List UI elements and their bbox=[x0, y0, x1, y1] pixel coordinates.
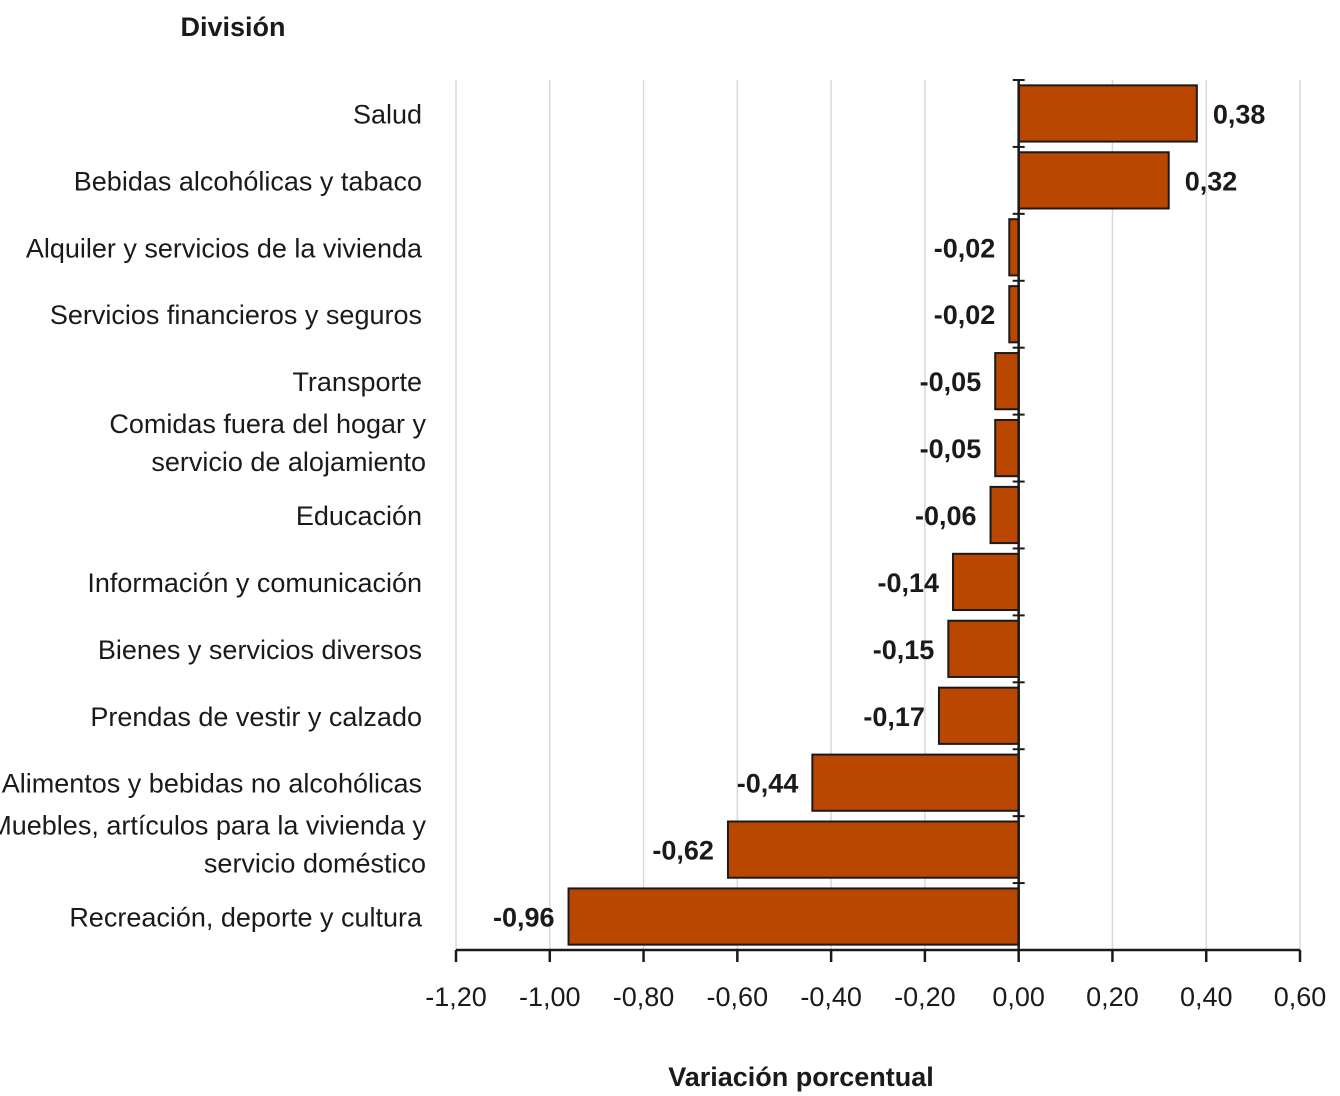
bar bbox=[1009, 286, 1018, 342]
x-tick-label: -0,20 bbox=[894, 982, 956, 1012]
value-label: 0,32 bbox=[1185, 166, 1238, 196]
bar bbox=[995, 353, 1018, 409]
bar bbox=[991, 487, 1019, 543]
value-label: -0,06 bbox=[915, 501, 977, 531]
x-axis-title: Variación porcentual bbox=[668, 1062, 934, 1092]
x-tick-label: -0,80 bbox=[613, 982, 675, 1012]
value-label: -0,17 bbox=[863, 702, 925, 732]
bar bbox=[1019, 85, 1197, 141]
value-label: -0,96 bbox=[493, 903, 555, 933]
bar bbox=[995, 420, 1018, 476]
y-axis-title: División bbox=[180, 12, 285, 42]
category-label: Transporte bbox=[292, 367, 422, 397]
x-tick-label: -1,00 bbox=[519, 982, 581, 1012]
value-label: 0,38 bbox=[1213, 99, 1266, 129]
bar bbox=[569, 888, 1019, 944]
category-label: Muebles, artículos para la vivienda y ser… bbox=[0, 811, 426, 879]
bar bbox=[953, 554, 1019, 610]
bar bbox=[1019, 152, 1169, 208]
category-label: Bebidas alcohólicas y tabaco bbox=[74, 166, 422, 196]
category-label: Servicios financieros y seguros bbox=[50, 300, 422, 330]
value-label: -0,02 bbox=[934, 233, 996, 263]
category-label: Salud bbox=[353, 99, 422, 129]
value-label: -0,02 bbox=[934, 300, 996, 330]
bar bbox=[948, 621, 1018, 677]
value-label: -0,62 bbox=[652, 836, 714, 866]
value-label: -0,15 bbox=[873, 635, 935, 665]
labels: 0,38 Salud 0,32 Bebidas alcohólicas y tabac… bbox=[0, 99, 1326, 1012]
bars bbox=[569, 85, 1197, 944]
category-label: Recreación, deporte y cultura bbox=[69, 903, 423, 933]
category-label: Información y comunicación bbox=[87, 568, 422, 598]
value-label: -0,05 bbox=[920, 367, 982, 397]
value-label: -0,05 bbox=[920, 434, 982, 464]
x-tick-label: 0,00 bbox=[992, 982, 1045, 1012]
category-label: Educación bbox=[296, 501, 422, 531]
x-tick-label: 0,60 bbox=[1274, 982, 1327, 1012]
category-label: Alquiler y servicios de la vivienda bbox=[26, 233, 423, 263]
x-tick-label: -1,20 bbox=[425, 982, 487, 1012]
x-tick-label: -0,40 bbox=[800, 982, 862, 1012]
x-tick-label: -0,60 bbox=[707, 982, 769, 1012]
bar bbox=[1009, 219, 1018, 275]
x-tick-label: 0,20 bbox=[1086, 982, 1139, 1012]
category-label: Bienes y servicios diversos bbox=[98, 635, 422, 665]
category-label: Comidas fuera del hogar y servicio de alo… bbox=[109, 409, 426, 477]
value-label: -0,14 bbox=[877, 568, 939, 598]
category-label: Prendas de vestir y calzado bbox=[90, 702, 422, 732]
x-tick-label: 0,40 bbox=[1180, 982, 1233, 1012]
bar bbox=[939, 688, 1019, 744]
value-label: -0,44 bbox=[737, 769, 799, 799]
bar bbox=[728, 822, 1019, 878]
bar bbox=[812, 755, 1018, 811]
grid bbox=[456, 80, 1300, 950]
category-label: Alimentos y bebidas no alcohólicas bbox=[2, 769, 422, 799]
